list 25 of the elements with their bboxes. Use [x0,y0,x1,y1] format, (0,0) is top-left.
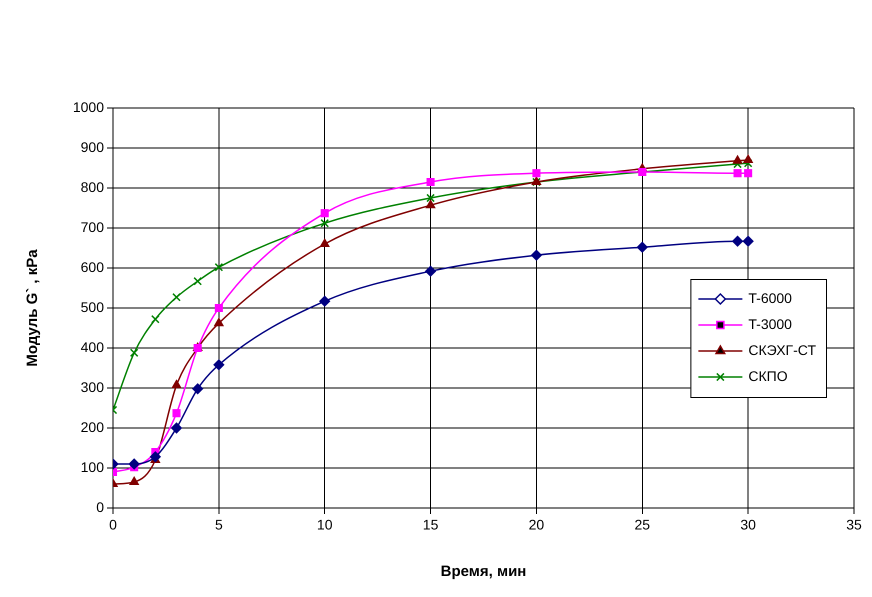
y-axis-title: Модуль G` , кPa [24,248,42,367]
x-axis-title: Время, мин [440,563,526,580]
legend-label: T-3000 [748,316,792,332]
y-tick-label: 700 [80,218,104,235]
x-tick-label: 0 [109,516,118,532]
y-tick-label: 300 [80,378,104,395]
y-tick-label: 0 [96,498,104,515]
y-tick-label: 500 [80,298,104,315]
x-tick-label: 25 [634,516,650,532]
y-tick-label: 400 [80,338,104,355]
y-tick-label: 1000 [72,98,104,115]
legend-label: T-6000 [748,290,792,306]
x-tick-label: 20 [528,516,544,532]
y-tick-label: 200 [80,418,104,435]
x-tick-label: 30 [740,516,756,532]
x-tick-label: 15 [422,516,439,532]
legend-label: СКПО [748,368,788,384]
x-tick-label: 35 [846,516,862,532]
y-tick-label: 100 [80,458,104,475]
y-tick-label: 800 [80,178,104,195]
y-tick-label: 600 [80,258,104,275]
legend-label: СКЭХГ-СТ [748,342,816,358]
y-tick-label: 900 [80,138,104,155]
x-tick-label: 5 [214,516,223,532]
x-tick-label: 10 [316,516,333,532]
